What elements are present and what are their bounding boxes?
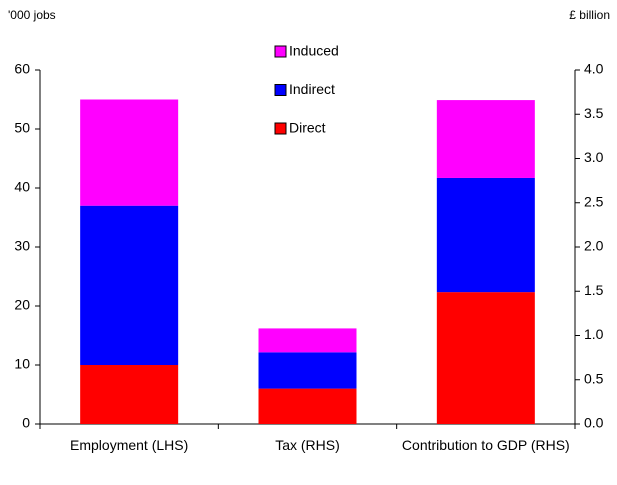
bar-segment bbox=[436, 292, 535, 424]
bar-segment bbox=[436, 177, 535, 293]
legend-label: Indirect bbox=[289, 81, 335, 97]
y2-tick-label: 2.0 bbox=[584, 238, 604, 254]
x-tick-label: Contribution to GDP (RHS) bbox=[401, 437, 570, 453]
legend-swatch bbox=[274, 84, 287, 96]
bar-segment bbox=[258, 352, 357, 389]
legend-swatch bbox=[274, 122, 287, 135]
x-tick-label: Employment (LHS) bbox=[70, 437, 189, 453]
x-tick-label: Tax (RHS) bbox=[275, 437, 340, 453]
bar-segment bbox=[436, 100, 535, 178]
y2-tick-label: 0.0 bbox=[584, 415, 604, 431]
y2-tick-label: 1.0 bbox=[584, 326, 604, 342]
y2-tick-label: 0.5 bbox=[584, 370, 604, 386]
legend-label: Direct bbox=[289, 120, 326, 136]
bar-segment bbox=[80, 205, 179, 365]
y2-axis-label: £ billion bbox=[569, 8, 610, 22]
bar-segment bbox=[80, 365, 179, 424]
y-tick-label: 10 bbox=[14, 356, 30, 372]
y-tick-label: 0 bbox=[22, 415, 30, 431]
y-tick-label: 60 bbox=[14, 61, 30, 77]
legend-label: Induced bbox=[289, 43, 339, 59]
y-tick-label: 30 bbox=[14, 238, 30, 254]
y-tick-label: 20 bbox=[14, 297, 30, 313]
y2-tick-label: 1.5 bbox=[584, 282, 604, 298]
legend-swatch bbox=[274, 45, 287, 58]
y-tick-label: 50 bbox=[14, 120, 30, 136]
y2-tick-label: 3.5 bbox=[584, 105, 604, 121]
y2-tick-label: 2.5 bbox=[584, 193, 604, 209]
y-axis-label: '000 jobs bbox=[8, 8, 56, 22]
y2-tick-label: 4.0 bbox=[584, 61, 604, 77]
bar-segment bbox=[258, 328, 357, 353]
y-tick-label: 40 bbox=[14, 179, 30, 195]
bar-segment bbox=[80, 99, 179, 206]
y2-tick-label: 3.0 bbox=[584, 149, 604, 165]
bar-segment bbox=[258, 388, 357, 424]
